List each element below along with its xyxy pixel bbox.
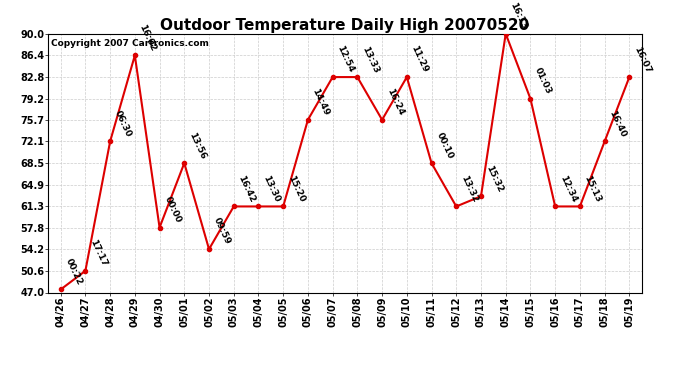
Text: 13:30: 13:30 <box>262 174 282 204</box>
Text: 16:02: 16:02 <box>137 23 158 53</box>
Text: 16:40: 16:40 <box>607 109 628 139</box>
Text: 12:34: 12:34 <box>558 174 578 204</box>
Text: 09:59: 09:59 <box>212 216 232 246</box>
Text: 00:10: 00:10 <box>434 131 455 160</box>
Text: 15:13: 15:13 <box>582 174 603 204</box>
Text: 16:24: 16:24 <box>385 87 405 117</box>
Text: 16:07: 16:07 <box>632 45 652 74</box>
Text: 00:22: 00:22 <box>63 257 83 287</box>
Text: 13:32: 13:32 <box>459 174 480 204</box>
Text: 13:56: 13:56 <box>187 130 207 160</box>
Text: 14:49: 14:49 <box>310 87 331 117</box>
Title: Outdoor Temperature Daily High 20070520: Outdoor Temperature Daily High 20070520 <box>160 18 530 33</box>
Text: 17:17: 17:17 <box>88 238 108 268</box>
Text: Copyright 2007 Cartronics.com: Copyright 2007 Cartronics.com <box>51 39 209 48</box>
Text: 16:13: 16:13 <box>509 1 529 31</box>
Text: 12:54: 12:54 <box>335 45 356 74</box>
Text: 13:33: 13:33 <box>360 45 380 74</box>
Text: 00:00: 00:00 <box>162 195 182 225</box>
Text: 15:32: 15:32 <box>484 164 504 194</box>
Text: 16:42: 16:42 <box>237 174 257 204</box>
Text: 11:29: 11:29 <box>410 45 430 74</box>
Text: 01:03: 01:03 <box>533 66 553 96</box>
Text: 15:20: 15:20 <box>286 174 306 204</box>
Text: 06:30: 06:30 <box>113 109 133 139</box>
